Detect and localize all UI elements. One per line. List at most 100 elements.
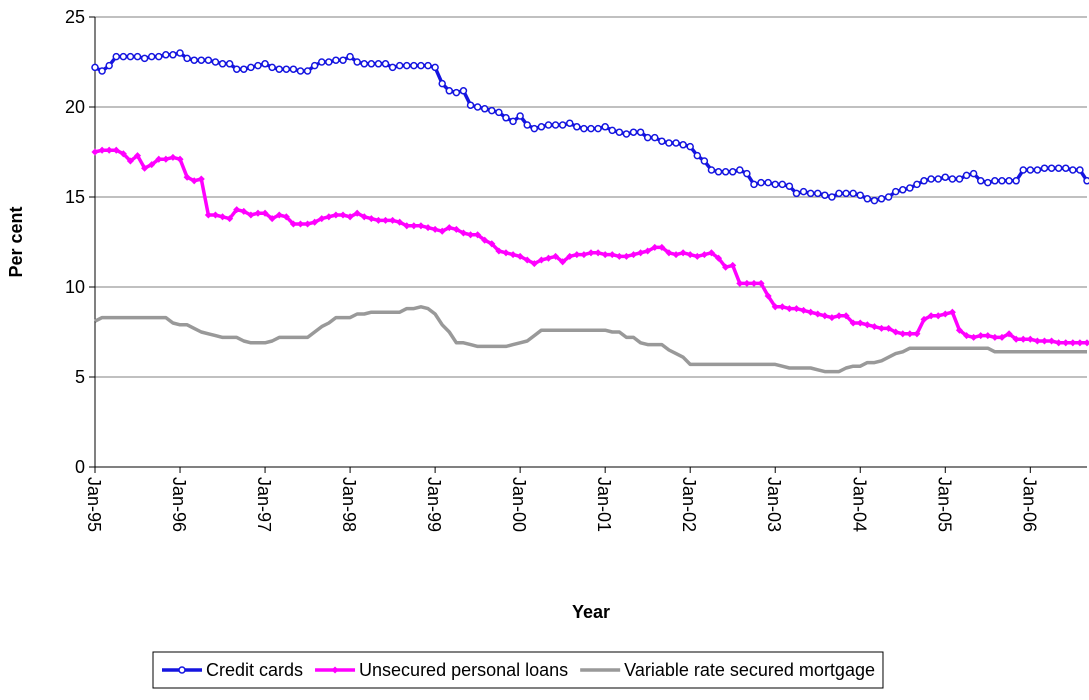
point: [551, 121, 560, 129]
x-tick-label: Jan-99: [424, 477, 444, 532]
point: [559, 258, 567, 266]
point: [821, 191, 829, 199]
point: [821, 312, 829, 320]
point: [1062, 339, 1070, 347]
point: [707, 166, 716, 174]
point: [927, 175, 935, 183]
legend-marker: [178, 666, 186, 674]
point: [388, 63, 397, 72]
point: [1069, 166, 1077, 174]
point: [233, 206, 241, 214]
x-tick-label: Jan-03: [764, 477, 784, 532]
point: [544, 254, 553, 262]
point: [679, 141, 687, 149]
point: [615, 128, 624, 136]
point: [679, 249, 687, 257]
point: [1061, 164, 1070, 172]
point: [856, 191, 865, 199]
point: [431, 63, 439, 72]
x-tick-label: Jan-04: [849, 477, 869, 532]
point: [764, 292, 772, 300]
point: [991, 177, 999, 185]
point: [445, 224, 453, 232]
point: [353, 209, 361, 217]
point: [665, 139, 673, 147]
point: [254, 61, 262, 70]
point: [842, 189, 850, 198]
point: [346, 52, 354, 61]
point: [743, 169, 751, 178]
point: [204, 56, 213, 64]
point: [98, 146, 106, 154]
x-axis-title: Year: [572, 602, 610, 622]
point: [778, 303, 786, 311]
point: [119, 150, 127, 158]
point: [722, 263, 730, 271]
point: [310, 61, 319, 70]
point: [275, 65, 283, 73]
point: [410, 222, 418, 230]
point: [601, 251, 609, 259]
point: [381, 216, 390, 224]
point: [686, 142, 694, 151]
point: [318, 215, 326, 223]
point: [481, 236, 489, 244]
point: [806, 189, 815, 198]
point: [247, 63, 255, 72]
point: [714, 168, 723, 176]
point: [955, 175, 964, 183]
point: [984, 178, 992, 187]
point: [799, 187, 808, 196]
point: [566, 252, 574, 260]
point: [544, 121, 553, 129]
point: [190, 177, 198, 185]
point: [126, 157, 134, 165]
point: [495, 247, 503, 255]
point: [183, 54, 191, 63]
legend-label: Unsecured personal loans: [359, 660, 568, 680]
point: [488, 240, 496, 248]
point: [304, 220, 312, 228]
point: [367, 60, 376, 68]
point: [467, 231, 475, 239]
point: [495, 108, 503, 117]
point: [211, 211, 219, 219]
point: [828, 314, 836, 322]
point: [289, 220, 297, 228]
point: [105, 61, 113, 70]
point: [530, 124, 539, 133]
point: [317, 58, 326, 66]
point: [1048, 337, 1056, 345]
point: [197, 175, 205, 183]
point: [211, 58, 220, 66]
point: [410, 61, 418, 70]
x-tick-label: Jan-01: [594, 477, 614, 532]
x-tick-label: Jan-95: [84, 477, 104, 532]
point: [502, 249, 510, 257]
point: [332, 211, 340, 219]
point: [771, 303, 779, 311]
point: [580, 124, 588, 133]
point: [148, 161, 156, 169]
point: [438, 227, 446, 235]
point: [105, 146, 113, 154]
point: [636, 128, 645, 136]
point: [325, 213, 333, 221]
y-tick-label: 15: [65, 187, 85, 207]
point: [1005, 177, 1013, 185]
point: [920, 177, 928, 185]
point: [311, 218, 319, 226]
point: [169, 153, 177, 161]
point: [736, 279, 744, 287]
point: [459, 87, 468, 95]
point: [906, 184, 914, 192]
point: [155, 155, 163, 163]
legend-marker: [331, 666, 339, 674]
point: [863, 321, 871, 329]
point: [700, 157, 709, 165]
point: [282, 65, 291, 73]
point: [785, 182, 794, 190]
point: [941, 173, 950, 181]
point: [693, 151, 702, 160]
point: [637, 249, 645, 257]
